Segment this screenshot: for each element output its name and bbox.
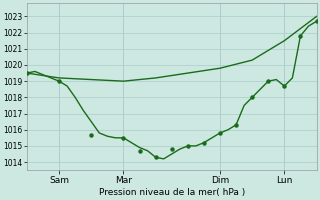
- X-axis label: Pression niveau de la mer( hPa ): Pression niveau de la mer( hPa ): [99, 188, 245, 197]
